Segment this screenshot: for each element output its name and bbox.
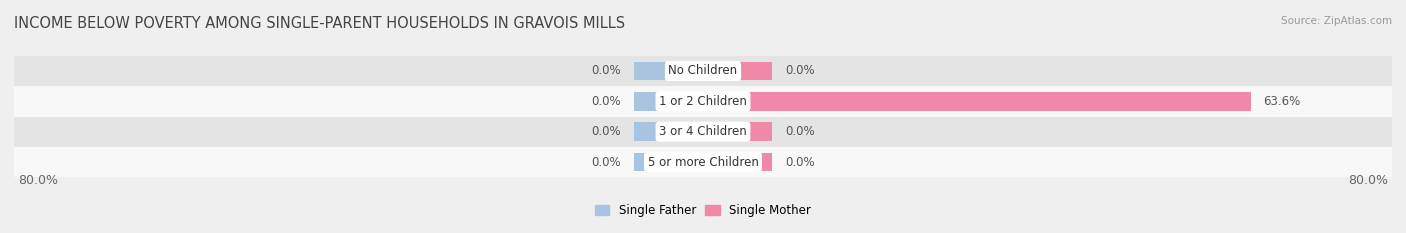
Bar — [634, 153, 703, 171]
Text: 5 or more Children: 5 or more Children — [648, 155, 758, 168]
Text: 80.0%: 80.0% — [1347, 174, 1388, 187]
Text: 1 or 2 Children: 1 or 2 Children — [659, 95, 747, 108]
Bar — [14, 86, 1392, 116]
Bar — [703, 153, 772, 171]
Bar — [634, 92, 703, 111]
Text: 0.0%: 0.0% — [785, 155, 814, 168]
Text: 3 or 4 Children: 3 or 4 Children — [659, 125, 747, 138]
Bar — [14, 56, 1392, 86]
Text: 63.6%: 63.6% — [1264, 95, 1301, 108]
Bar — [703, 122, 772, 141]
Text: Source: ZipAtlas.com: Source: ZipAtlas.com — [1281, 16, 1392, 26]
Text: 0.0%: 0.0% — [592, 125, 621, 138]
Text: 0.0%: 0.0% — [785, 65, 814, 78]
Text: 80.0%: 80.0% — [18, 174, 59, 187]
Bar — [703, 62, 772, 80]
Bar — [14, 116, 1392, 147]
Legend: Single Father, Single Mother: Single Father, Single Mother — [591, 199, 815, 222]
Text: No Children: No Children — [668, 65, 738, 78]
Text: 0.0%: 0.0% — [785, 125, 814, 138]
Text: 0.0%: 0.0% — [592, 65, 621, 78]
Bar — [14, 147, 1392, 177]
Bar — [634, 122, 703, 141]
Text: 0.0%: 0.0% — [592, 95, 621, 108]
Bar — [634, 62, 703, 80]
Bar — [703, 92, 1251, 111]
Text: INCOME BELOW POVERTY AMONG SINGLE-PARENT HOUSEHOLDS IN GRAVOIS MILLS: INCOME BELOW POVERTY AMONG SINGLE-PARENT… — [14, 16, 626, 31]
Text: 0.0%: 0.0% — [592, 155, 621, 168]
